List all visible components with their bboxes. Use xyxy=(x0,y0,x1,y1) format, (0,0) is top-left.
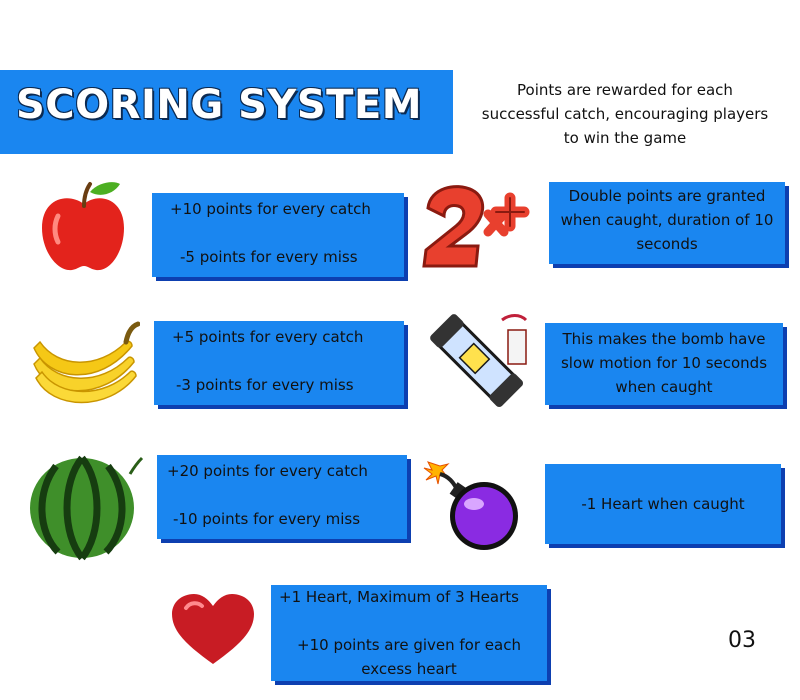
apple-score-box: +10 points for every catch -5 points for… xyxy=(152,193,404,277)
apple-icon xyxy=(42,182,124,271)
double-points-box: Double points are granted when caught, d… xyxy=(549,182,785,264)
banana-catch-text: +5 points for every catch xyxy=(172,328,364,346)
heart-info-box: +1 Heart, Maximum of 3 Hearts +10 points… xyxy=(271,585,547,681)
slowmo-line-2: slow motion for 10 seconds xyxy=(560,354,768,372)
slow-motion-capsule-icon xyxy=(430,314,528,408)
watermelon-miss-text: -10 points for every miss xyxy=(173,510,361,528)
page-title: SCORING SYSTEM xyxy=(16,82,423,128)
apple-miss-text: -5 points for every miss xyxy=(180,248,358,266)
watermelon-score-box: +20 points for every catch -10 points fo… xyxy=(157,455,407,539)
bomb-icon xyxy=(423,461,518,550)
watermelon-icon xyxy=(30,455,144,561)
double-line-2: when caught, duration of 10 xyxy=(560,211,774,229)
title-banner xyxy=(0,70,453,154)
watermelon-catch-text: +20 points for every catch xyxy=(167,462,368,480)
banana-miss-text: -3 points for every miss xyxy=(176,376,354,394)
slowmo-line-3: when caught xyxy=(615,378,713,396)
intro-text: Points are rewarded for each successful … xyxy=(465,78,785,150)
heart-line-2: +10 points are given for each xyxy=(297,636,521,654)
page-number: 03 xyxy=(728,628,756,653)
intro-line: to win the game xyxy=(563,129,687,147)
bomb-text: -1 Heart when caught xyxy=(581,495,745,513)
heart-line-1: +1 Heart, Maximum of 3 Hearts xyxy=(279,588,519,606)
intro-line: successful catch, encouraging players xyxy=(481,105,769,123)
double-line-3: seconds xyxy=(636,235,698,253)
slow-motion-box: This makes the bomb have slow motion for… xyxy=(545,323,783,405)
bomb-box: -1 Heart when caught xyxy=(545,464,781,544)
double-points-icon xyxy=(422,185,530,268)
heart-line-3: excess heart xyxy=(361,660,457,678)
heart-icon xyxy=(172,594,254,664)
apple-catch-text: +10 points for every catch xyxy=(170,200,371,218)
slowmo-line-1: This makes the bomb have xyxy=(562,330,766,348)
banana-score-box: +5 points for every catch -3 points for … xyxy=(154,321,404,405)
intro-line: Points are rewarded for each xyxy=(517,81,733,99)
double-line-1: Double points are granted xyxy=(568,187,766,205)
banana-icon xyxy=(33,321,140,404)
